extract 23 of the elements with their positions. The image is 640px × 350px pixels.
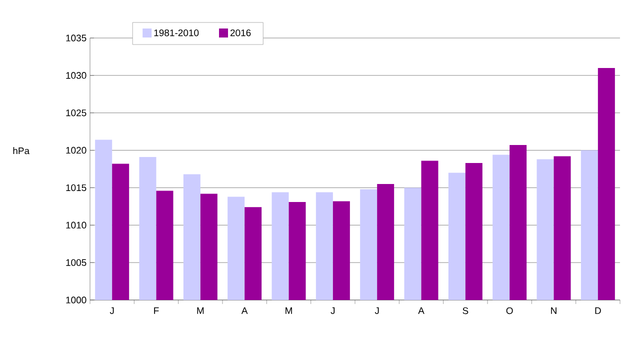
- y-tick-label: 1035: [66, 34, 86, 42]
- x-tick-label: O: [506, 307, 513, 314]
- x-tick-label: F: [154, 307, 159, 314]
- x-tick-label: D: [595, 307, 601, 314]
- legend-label: 2016: [230, 29, 251, 36]
- y-tick-label: 1005: [66, 259, 86, 266]
- x-tick-label: N: [551, 307, 556, 314]
- x-tick-label: M: [197, 307, 204, 314]
- y-tick-label: 1020: [66, 146, 86, 154]
- x-tick-label: M: [286, 307, 292, 314]
- y-tick-label: 1000: [66, 296, 86, 304]
- y-axis-title: hPa: [13, 147, 30, 154]
- y-tick-label: 1015: [66, 184, 86, 192]
- y-tick-label: 1010: [66, 222, 86, 229]
- x-tick-label: J: [110, 307, 114, 314]
- y-tick-label: 1030: [66, 72, 86, 79]
- legend-label: 1981-2010: [154, 29, 199, 36]
- x-tick-label: J: [374, 307, 379, 314]
- x-tick-label: A: [241, 307, 248, 314]
- x-tick-label: S: [462, 307, 468, 314]
- x-tick-label: J: [330, 307, 335, 314]
- y-tick-label: 1025: [66, 109, 86, 116]
- x-tick-label: A: [418, 307, 424, 314]
